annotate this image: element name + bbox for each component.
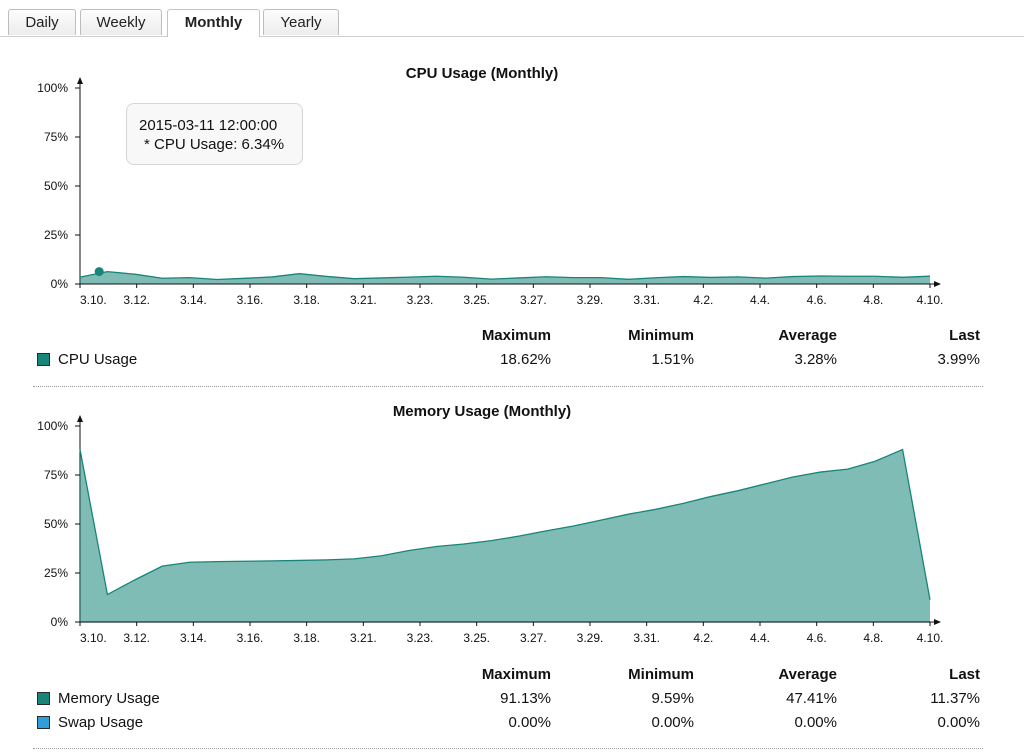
x-tick-label: 4.10. bbox=[917, 631, 944, 645]
y-tick-label: 100% bbox=[37, 419, 68, 433]
x-tick-label: 3.27. bbox=[520, 293, 547, 307]
bottom-divider bbox=[33, 748, 983, 749]
cpu-max-header: Maximum bbox=[481, 327, 551, 344]
memory-legend-memory-usage: Memory Usage bbox=[37, 690, 160, 708]
cpu-tooltip: 2015-03-11 12:00:00 * CPU Usage: 6.34% bbox=[126, 103, 303, 165]
memory-usage-swatch bbox=[37, 692, 50, 705]
y-tick-label: 75% bbox=[44, 468, 68, 482]
x-tick-label: 4.8. bbox=[863, 631, 883, 645]
section-divider bbox=[33, 386, 983, 387]
x-tick-label: 3.16. bbox=[237, 631, 264, 645]
series-line-memory-usage bbox=[79, 448, 931, 600]
y-axis-arrow bbox=[77, 77, 83, 84]
x-tick-label: 3.29. bbox=[577, 631, 604, 645]
cpu-usage-avg: 3.28% bbox=[794, 351, 837, 368]
x-tick-label: 3.10. bbox=[80, 631, 107, 645]
tooltip-time: 2015-03-11 12:00:00 bbox=[139, 117, 278, 134]
x-tick-label: 3.18. bbox=[293, 293, 320, 307]
x-tick-label: 3.16. bbox=[237, 293, 264, 307]
memory-chart-title: Memory Usage (Monthly) bbox=[392, 403, 572, 420]
x-tick-label: 4.2. bbox=[693, 293, 713, 307]
highlight-point bbox=[94, 267, 104, 277]
memory-min-header: Minimum bbox=[628, 666, 694, 683]
y-tick-label: 25% bbox=[44, 566, 68, 580]
x-tick-label: 4.8. bbox=[863, 293, 883, 307]
x-tick-label: 3.29. bbox=[577, 293, 604, 307]
y-tick-label: 75% bbox=[44, 130, 68, 144]
swap-usage-avg: 0.00% bbox=[794, 714, 837, 731]
x-axis-arrow bbox=[934, 281, 941, 287]
cpu-usage-swatch bbox=[37, 353, 50, 366]
x-tick-label: 3.18. bbox=[293, 631, 320, 645]
series-area-memory-usage bbox=[80, 449, 930, 622]
x-tick-label: 4.10. bbox=[917, 293, 944, 307]
cpu-usage-max: 18.62% bbox=[500, 351, 551, 368]
tab-yearly[interactable]: Yearly bbox=[263, 9, 339, 35]
cpu-legend-cpu-usage: CPU Usage bbox=[37, 351, 137, 369]
swap-usage-label: Swap Usage bbox=[58, 714, 144, 731]
x-tick-label: 3.23. bbox=[407, 293, 434, 307]
x-tick-label: 4.2. bbox=[693, 631, 713, 645]
cpu-usage-last: 3.99% bbox=[937, 351, 980, 368]
x-tick-label: 3.12. bbox=[123, 631, 150, 645]
x-axis-arrow bbox=[934, 619, 941, 625]
memory-usage-max: 91.13% bbox=[500, 690, 551, 707]
y-tick-label: 0% bbox=[51, 277, 69, 291]
x-tick-label: 4.6. bbox=[807, 293, 827, 307]
y-tick-label: 50% bbox=[44, 179, 68, 193]
swap-usage-max: 0.00% bbox=[508, 714, 551, 731]
period-tabs: Daily Weekly Monthly Yearly bbox=[0, 0, 1024, 37]
x-tick-label: 3.31. bbox=[633, 293, 660, 307]
memory-usage-avg: 47.41% bbox=[786, 690, 837, 707]
x-tick-label: 3.23. bbox=[407, 631, 434, 645]
cpu-min-header: Minimum bbox=[628, 327, 694, 344]
y-tick-label: 50% bbox=[44, 517, 68, 531]
x-tick-label: 3.10. bbox=[80, 293, 107, 307]
memory-avg-header: Average bbox=[778, 666, 837, 683]
x-tick-label: 3.21. bbox=[350, 293, 377, 307]
x-tick-label: 3.27. bbox=[520, 631, 547, 645]
x-tick-label: 4.6. bbox=[807, 631, 827, 645]
cpu-last-header: Last bbox=[949, 327, 980, 344]
x-tick-label: 3.14. bbox=[180, 293, 207, 307]
memory-max-header: Maximum bbox=[481, 666, 551, 683]
y-axis-arrow bbox=[77, 415, 83, 422]
cpu-usage-min: 1.51% bbox=[651, 351, 694, 368]
x-tick-label: 3.25. bbox=[463, 293, 490, 307]
memory-usage-min: 9.59% bbox=[651, 690, 694, 707]
memory-legend-swap-usage: Swap Usage bbox=[37, 714, 143, 732]
cpu-chart-title: CPU Usage (Monthly) bbox=[405, 65, 559, 82]
swap-usage-last: 0.00% bbox=[937, 714, 980, 731]
x-tick-label: 3.31. bbox=[633, 631, 660, 645]
tab-monthly[interactable]: Monthly bbox=[167, 9, 260, 37]
tab-weekly[interactable]: Weekly bbox=[80, 9, 162, 35]
memory-usage-label: Memory Usage bbox=[58, 690, 160, 707]
cpu-avg-header: Average bbox=[778, 327, 837, 344]
series-line-cpu-usage bbox=[79, 270, 931, 281]
memory-usage-last: 11.37% bbox=[930, 690, 980, 707]
tab-daily[interactable]: Daily bbox=[8, 9, 76, 35]
swap-usage-min: 0.00% bbox=[651, 714, 694, 731]
y-tick-label: 0% bbox=[51, 615, 69, 629]
cpu-chart: 100% 75% 50% 25% 0% 3.10. 3.12. 3.14. 3.16. 3.18.… bbox=[37, 77, 944, 307]
x-tick-label: 3.21. bbox=[350, 631, 377, 645]
tooltip-value: * CPU Usage: 6.34% bbox=[144, 136, 285, 153]
cpu-usage-label: CPU Usage bbox=[58, 351, 138, 368]
x-tick-label: 3.12. bbox=[123, 293, 150, 307]
x-tick-label: 3.14. bbox=[180, 631, 207, 645]
y-tick-label: 25% bbox=[44, 228, 68, 242]
memory-chart: 100% 75% 50% 25% 0% 3.10. 3.12. 3.14. 3.16. 3.18.… bbox=[37, 415, 944, 645]
x-tick-label: 4.4. bbox=[750, 293, 770, 307]
swap-usage-swatch bbox=[37, 716, 50, 729]
x-tick-label: 3.25. bbox=[463, 631, 490, 645]
x-tick-label: 4.4. bbox=[750, 631, 770, 645]
y-tick-label: 100% bbox=[37, 81, 68, 95]
memory-last-header: Last bbox=[949, 666, 980, 683]
